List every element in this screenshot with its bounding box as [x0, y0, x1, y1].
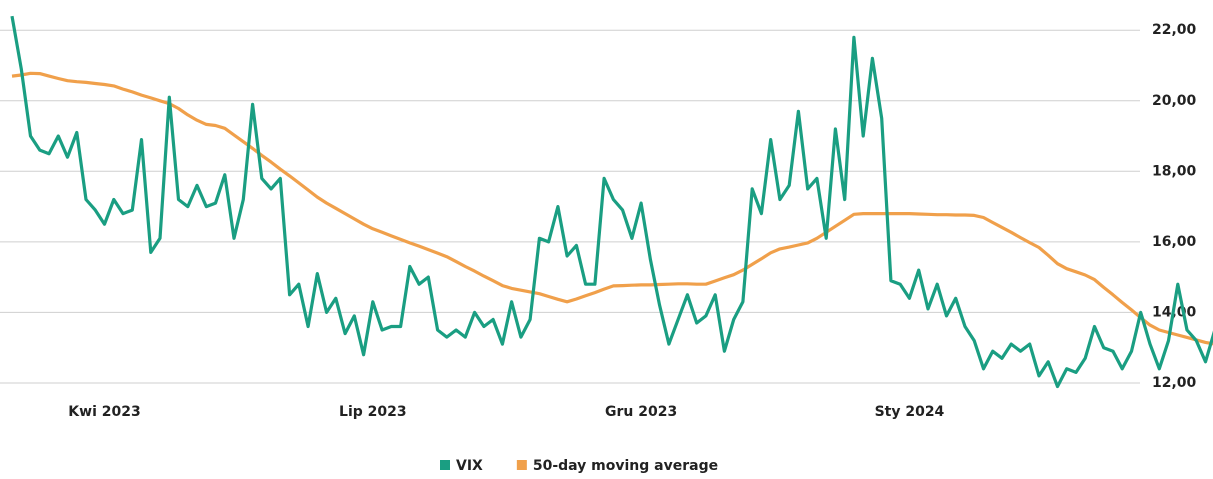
x-tick-label: Lip 2023 [339, 404, 407, 420]
y-tick-label: 16,00 [1152, 234, 1197, 250]
legend-swatch [516, 460, 527, 470]
y-tick-label: 20,00 [1152, 93, 1197, 109]
legend-label: VIX [456, 458, 483, 474]
y-tick-label: 12,00 [1152, 375, 1197, 391]
legend-swatch [440, 460, 450, 470]
series-line [10, 15, 1213, 389]
y-tick-label: 22,00 [1152, 22, 1197, 38]
x-tick-label: Kwi 2023 [68, 404, 140, 420]
x-tick-label: Gru 2023 [605, 404, 677, 420]
x-tick-label: Sty 2024 [875, 404, 945, 420]
legend-label: 50-day moving average [533, 458, 718, 474]
series-line [11, 71, 1213, 346]
y-tick-label: 18,00 [1152, 163, 1197, 179]
